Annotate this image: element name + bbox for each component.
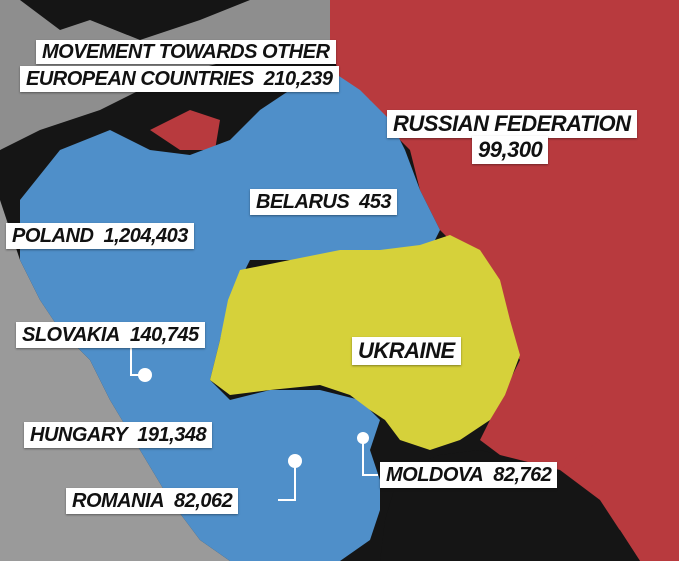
moldova-pin: [357, 432, 378, 476]
poland-value: 1,204,403: [103, 225, 188, 247]
belarus-label: BELARUS 453: [250, 189, 398, 215]
slovakia-pin: [130, 345, 152, 382]
europe-label-line1: MOVEMENT TOWARDS OTHER: [42, 41, 330, 63]
romania-name: ROMANIA: [72, 490, 165, 512]
russia-value-box: 99,300: [472, 136, 549, 164]
ukraine-label: UKRAINE: [352, 337, 461, 365]
poland-name: POLAND: [12, 225, 94, 247]
russia-label: RUSSIAN FEDERATION: [387, 110, 637, 138]
hungary-name: HUNGARY: [30, 424, 128, 446]
europe-label-second: EUROPEAN COUNTRIES 210,239: [20, 66, 339, 92]
hungary-label: HUNGARY 191,348: [24, 422, 213, 448]
hungary-value: 191,348: [137, 424, 207, 446]
europe-value: 210,239: [263, 68, 333, 90]
russia-name: RUSSIAN FEDERATION: [393, 111, 631, 136]
romania-pin: [278, 454, 302, 501]
moldova-value: 82,762: [493, 464, 552, 486]
poland-label: POLAND 1,204,403: [6, 223, 194, 249]
slovakia-label: SLOVAKIA 140,745: [16, 322, 205, 348]
europe-label-line2: EUROPEAN COUNTRIES: [26, 68, 254, 90]
romania-value: 82,062: [174, 490, 233, 512]
belarus-value: 453: [359, 191, 392, 213]
moldova-label: MOLDOVA 82,762: [380, 462, 558, 488]
slovakia-name: SLOVAKIA: [22, 324, 120, 346]
russia-south-coast: [560, 420, 640, 480]
ukraine-name: UKRAINE: [358, 338, 455, 363]
belarus-name: BELARUS: [256, 191, 350, 213]
europe-label: MOVEMENT TOWARDS OTHER: [36, 40, 336, 64]
romania-label: ROMANIA 82,062: [66, 488, 239, 514]
russia-area: [330, 0, 679, 561]
kaliningrad-area: [150, 110, 220, 150]
moldova-name: MOLDOVA: [386, 464, 484, 486]
russia-value: 99,300: [478, 137, 543, 162]
slovakia-value: 140,745: [129, 324, 199, 346]
